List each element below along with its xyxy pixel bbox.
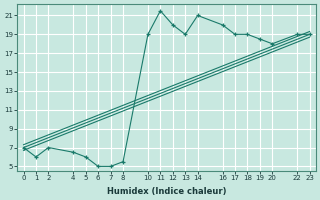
X-axis label: Humidex (Indice chaleur): Humidex (Indice chaleur)	[107, 187, 226, 196]
